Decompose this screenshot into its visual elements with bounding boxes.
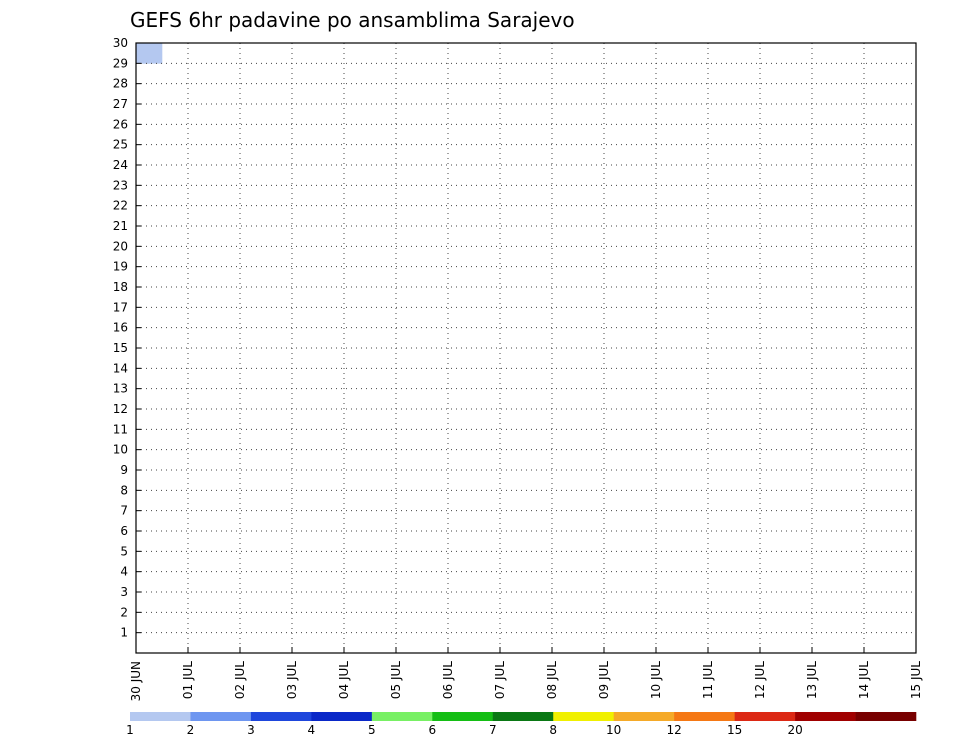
x-tick-label: 05 JUL: [389, 661, 403, 699]
legend-label: 5: [368, 723, 376, 737]
y-tick-label: 30: [113, 36, 128, 50]
legend-swatch: [311, 712, 372, 721]
x-tick-label: 13 JUL: [805, 661, 819, 699]
legend-label: 12: [667, 723, 682, 737]
legend-label: 20: [787, 723, 802, 737]
legend-swatch: [674, 712, 735, 721]
y-tick-label: 12: [113, 402, 128, 416]
legend-swatch: [614, 712, 675, 721]
chart-title: GEFS 6hr padavine po ansamblima Sarajevo: [130, 8, 575, 32]
y-tick-label: 16: [113, 321, 128, 335]
y-tick-label: 19: [113, 260, 128, 274]
y-tick-label: 27: [113, 97, 128, 111]
y-axis: 1234567891011121314151617181920212223242…: [113, 36, 141, 640]
y-tick-label: 3: [120, 585, 128, 599]
x-tick-label: 10 JUL: [649, 661, 663, 699]
cells-layer: [136, 43, 162, 64]
cell: [136, 43, 149, 64]
legend-swatch: [130, 712, 191, 721]
y-tick-label: 22: [113, 199, 128, 213]
y-tick-label: 8: [120, 483, 128, 497]
grid-layer: [136, 43, 916, 653]
legend-swatch: [795, 712, 856, 721]
legend-label: 1: [126, 723, 134, 737]
legend-swatch: [190, 712, 251, 721]
x-tick-label: 02 JUL: [233, 661, 247, 699]
legend-label: 8: [549, 723, 557, 737]
y-tick-label: 6: [120, 524, 128, 538]
y-tick-label: 15: [113, 341, 128, 355]
y-tick-label: 5: [120, 544, 128, 558]
y-tick-label: 14: [113, 361, 128, 375]
cell: [149, 43, 162, 64]
y-tick-label: 21: [113, 219, 128, 233]
x-tick-label: 09 JUL: [597, 661, 611, 699]
x-tick-label: 01 JUL: [181, 661, 195, 699]
y-tick-label: 4: [120, 565, 128, 579]
x-tick-label: 03 JUL: [285, 661, 299, 699]
legend-swatch: [493, 712, 554, 721]
legend-swatch: [735, 712, 796, 721]
y-tick-label: 7: [120, 504, 128, 518]
x-axis: 30 JUN 01 JUL 02 JUL 03 JUL 04 JUL 05 JUL 06 J…: [129, 647, 923, 701]
legend-label: 10: [606, 723, 621, 737]
legend-label: 6: [428, 723, 436, 737]
x-tick-label: 04 JUL: [337, 661, 351, 699]
y-tick-label: 10: [113, 443, 128, 457]
x-tick-label: 07 JUL: [493, 661, 507, 699]
legend-swatch: [553, 712, 614, 721]
y-tick-label: 11: [113, 422, 128, 436]
y-tick-label: 18: [113, 280, 128, 294]
y-tick-label: 17: [113, 300, 128, 314]
y-tick-label: 23: [113, 178, 128, 192]
y-tick-label: 9: [120, 463, 128, 477]
legend-swatch: [251, 712, 312, 721]
legend-swatch: [856, 712, 917, 721]
y-tick-label: 1: [120, 626, 128, 640]
x-tick-label: 06 JUL: [441, 661, 455, 699]
color-legend: 1 2 3 4 5 6 7 8 10 12 15 20: [126, 712, 916, 737]
y-tick-label: 24: [113, 158, 128, 172]
y-tick-label: 29: [113, 56, 128, 70]
x-tick-label: 12 JUL: [753, 661, 767, 699]
y-tick-label: 20: [113, 239, 128, 253]
y-tick-label: 26: [113, 117, 128, 131]
x-tick-label: 30 JUN: [129, 661, 143, 701]
legend-label: 2: [187, 723, 195, 737]
legend-swatch: [432, 712, 493, 721]
x-tick-label: 11 JUL: [701, 661, 715, 699]
y-tick-label: 28: [113, 77, 128, 91]
legend-label: 7: [489, 723, 497, 737]
y-tick-label: 13: [113, 382, 128, 396]
x-tick-label: 08 JUL: [545, 661, 559, 699]
legend-label: 15: [727, 723, 742, 737]
y-tick-label: 2: [120, 605, 128, 619]
legend-label: 4: [308, 723, 316, 737]
x-tick-label: 15 JUL: [909, 661, 923, 699]
legend-label: 3: [247, 723, 255, 737]
y-tick-label: 25: [113, 138, 128, 152]
legend-swatch: [372, 712, 433, 721]
x-tick-label: 14 JUL: [857, 661, 871, 699]
